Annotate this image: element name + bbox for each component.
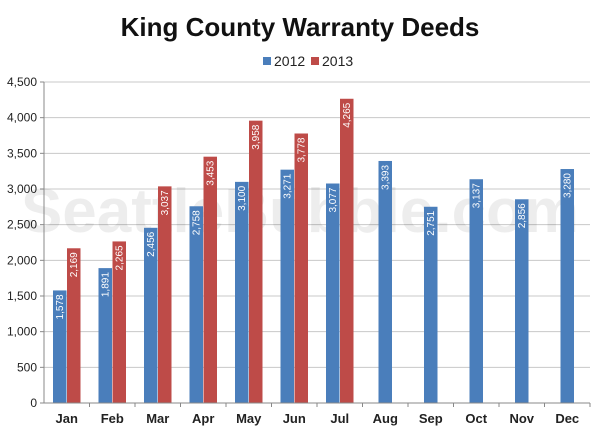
bar-2013-jul: [340, 98, 354, 403]
bar-2012-jun: [280, 169, 294, 403]
data-label-2013-jun: 3,778: [297, 137, 308, 162]
x-tick-label-jan: Jan: [56, 411, 78, 426]
y-tick-label: 2,500: [7, 218, 37, 232]
gridlines: [40, 81, 590, 404]
bar-2012-dec: [560, 169, 574, 403]
data-label-2012-jan: 1,578: [55, 294, 66, 319]
data-label-2013-may: 3,958: [251, 124, 262, 149]
x-tick-label-sep: Sep: [419, 411, 443, 426]
y-tick-label: 2,000: [7, 253, 37, 267]
bar-2012-sep: [424, 206, 438, 403]
bar-2012-nov: [515, 199, 529, 403]
data-label-2013-feb: 2,265: [115, 245, 126, 270]
data-label-2012-apr: 2,758: [192, 210, 203, 235]
data-label-2013-apr: 3,453: [206, 160, 217, 185]
bar-2012-jan: [53, 290, 67, 403]
bar-2013-apr: [203, 156, 217, 403]
data-label-2012-feb: 1,891: [101, 272, 112, 297]
bar-2013-mar: [158, 186, 172, 403]
data-label-2012-mar: 2,456: [146, 231, 157, 256]
data-label-2012-jul: 3,077: [328, 187, 339, 212]
bars: [53, 98, 574, 404]
y-tick-label: 3,500: [7, 146, 37, 160]
x-tick-label-nov: Nov: [509, 411, 534, 426]
data-label-2013-jan: 2,169: [69, 252, 80, 277]
y-tick-label: 1,000: [7, 325, 37, 339]
bar-2012-feb: [98, 268, 112, 403]
x-tick-label-mar: Mar: [146, 411, 169, 426]
axes: [43, 82, 591, 407]
legend-label-2012: 2012: [274, 53, 305, 69]
data-label-2013-mar: 3,037: [160, 190, 171, 215]
legend-label-2013: 2013: [322, 53, 353, 69]
x-tick-label-may: May: [236, 411, 262, 426]
legend-swatch-2012: [263, 57, 271, 65]
y-tick-label: 500: [17, 360, 37, 374]
x-tick-label-jul: Jul: [330, 411, 349, 426]
data-label-2012-sep: 2,751: [426, 210, 437, 235]
bar-2012-apr: [189, 206, 203, 403]
x-tick-label-jun: Jun: [283, 411, 306, 426]
bar-2012-aug: [378, 160, 392, 403]
bar-2012-oct: [469, 179, 483, 403]
data-label-2012-dec: 3,280: [563, 173, 574, 198]
y-tick-label: 3,000: [7, 182, 37, 196]
data-label-2013-jul: 4,265: [342, 102, 353, 127]
legend: 2012 2013: [263, 53, 353, 69]
chart-title: King County Warranty Deeds: [121, 12, 480, 42]
data-label-2012-may: 3,100: [237, 185, 248, 210]
legend-swatch-2013: [311, 57, 319, 65]
bar-2013-feb: [112, 241, 126, 403]
y-tick-label: 1,500: [7, 289, 37, 303]
y-tick-label: 4,500: [7, 75, 37, 89]
data-label-2012-jun: 3,271: [283, 173, 294, 198]
y-tick-label: 0: [30, 396, 37, 410]
bar-2013-jun: [294, 133, 308, 403]
bar-2012-jul: [326, 183, 340, 403]
data-label-2012-aug: 3,393: [381, 165, 392, 190]
tick-labels: 0 500 1,000 1,500 2,000 2,500 3,000 3,500 4,000 4…: [7, 75, 579, 426]
x-tick-label-apr: Apr: [192, 411, 214, 426]
x-tick-label-feb: Feb: [101, 411, 124, 426]
x-tick-label-aug: Aug: [373, 411, 398, 426]
bar-2012-may: [235, 181, 249, 403]
bar-2012-mar: [144, 227, 158, 403]
bar-2013-may: [249, 120, 263, 404]
x-tick-label-oct: Oct: [465, 411, 487, 426]
bar-2013-jan: [67, 248, 81, 403]
data-label-2012-oct: 3,137: [472, 183, 483, 208]
x-tick-label-dec: Dec: [555, 411, 579, 426]
y-tick-label: 4,000: [7, 111, 37, 125]
data-label-2012-nov: 2,856: [517, 203, 528, 228]
